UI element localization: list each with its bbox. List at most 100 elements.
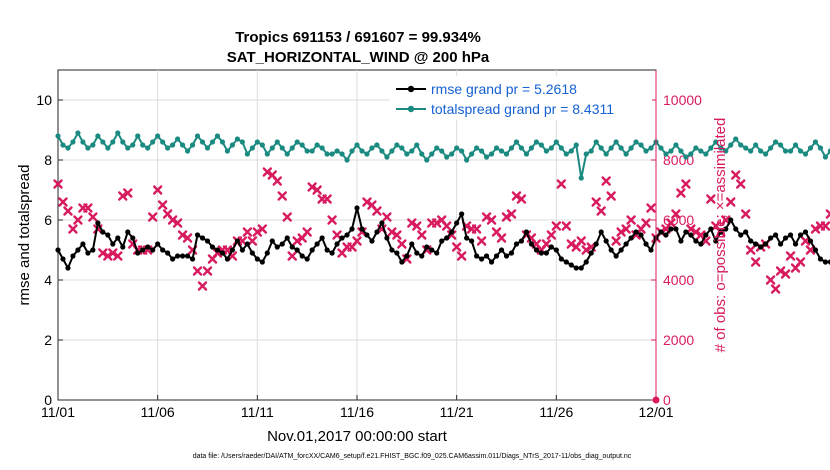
y-right-tick-label: 0 (663, 392, 671, 408)
series-point (733, 136, 739, 142)
obs-assimilated-marker (312, 185, 322, 195)
series-point (339, 235, 345, 241)
obs-assimilated-marker (596, 206, 606, 216)
series-point (618, 145, 624, 151)
footer-data-file: data file: /Users/raeder/DAI/ATM_forcXX/… (193, 453, 632, 460)
series-point (80, 139, 86, 145)
series-point (209, 244, 216, 250)
series-point (179, 253, 186, 259)
series-point (753, 142, 759, 148)
series-point (160, 139, 166, 145)
obs-assimilated-marker (123, 188, 133, 198)
series-point (444, 235, 450, 241)
series-point (80, 241, 86, 247)
obs-assimilated-marker (247, 236, 258, 246)
obs-assimilated-marker (606, 191, 616, 201)
series-point (773, 232, 779, 238)
series-point (115, 235, 121, 241)
series-point (75, 130, 81, 136)
chart-title-line-1: Tropics 691153 / 691607 = 99.934% (235, 29, 481, 46)
series-point (802, 229, 809, 235)
series-point (95, 220, 101, 226)
y-right-tick-label: 10000 (663, 92, 702, 108)
series-point (538, 142, 544, 148)
series-point (274, 139, 280, 145)
series-point (414, 250, 420, 256)
series-point (279, 145, 285, 151)
obs-assimilated-marker (182, 233, 193, 243)
obs-assimilated-marker (167, 215, 178, 225)
series-point (638, 142, 644, 148)
series-point (60, 256, 66, 262)
obs-assimilated-marker (172, 218, 183, 228)
series-point (65, 265, 71, 271)
series-point (105, 232, 111, 238)
series-point (503, 253, 510, 259)
series-point (90, 142, 96, 148)
series-point (743, 145, 749, 151)
obs-assimilated-marker (795, 257, 806, 267)
obs-assimilated-marker (407, 218, 417, 228)
series-point (439, 238, 445, 244)
series-point (344, 232, 350, 238)
series-point (209, 139, 216, 145)
obs-assimilated-marker (566, 239, 576, 249)
series-point (603, 238, 609, 244)
series-point (822, 259, 829, 265)
series-point (773, 139, 779, 145)
series-point (459, 211, 465, 217)
obs-assimilated-marker (686, 224, 696, 234)
obs-assimilated-marker (147, 212, 158, 222)
series-point (424, 244, 430, 250)
obs-assimilated-marker (73, 215, 83, 225)
series-point (763, 151, 769, 157)
obs-assimilated-marker (456, 251, 467, 261)
series-point (424, 157, 430, 163)
series-point (688, 232, 694, 238)
series-point (748, 238, 754, 244)
series-point (244, 241, 250, 247)
series-point (110, 139, 116, 145)
obs-assimilated-marker (780, 269, 791, 279)
series-point (65, 145, 71, 151)
series-point (249, 145, 255, 151)
series-point (165, 250, 171, 256)
series-point (254, 139, 260, 145)
series-point (583, 259, 589, 265)
obs-assimilated-marker (327, 215, 337, 225)
obs-assimilated-marker (646, 203, 656, 213)
series-point (289, 244, 295, 250)
x-tick-label: 11/06 (141, 404, 175, 420)
series-point (349, 148, 355, 154)
series-point (678, 148, 684, 154)
series-point (623, 241, 629, 247)
series-point (85, 145, 91, 151)
series-point (553, 247, 559, 253)
y-left-tick-label: 8 (44, 152, 52, 168)
series-point (434, 145, 440, 151)
series-point (797, 148, 804, 154)
obs-assimilated-marker (397, 239, 407, 249)
series-point (170, 256, 176, 262)
series-point (409, 241, 415, 247)
series-point (359, 226, 365, 232)
series-point (469, 151, 475, 157)
series-point (688, 151, 694, 157)
obs-assimilated-marker (641, 218, 651, 228)
series-point (100, 139, 106, 145)
obs-assimilated-marker (252, 227, 263, 237)
y-right-tick-label: 2000 (663, 332, 694, 348)
obs-assimilated-marker (676, 188, 686, 198)
series-point (678, 238, 684, 244)
series-point (528, 241, 535, 247)
series-point (459, 148, 465, 154)
obs-assimilated-marker (556, 179, 567, 189)
series-point (394, 250, 400, 256)
series-point (598, 145, 604, 151)
obs-assimilated-marker (272, 176, 282, 186)
series-point (140, 247, 146, 253)
series-point (309, 148, 315, 154)
series-point (294, 247, 300, 253)
series-point (812, 247, 819, 253)
obs-assimilated-series (53, 167, 830, 404)
